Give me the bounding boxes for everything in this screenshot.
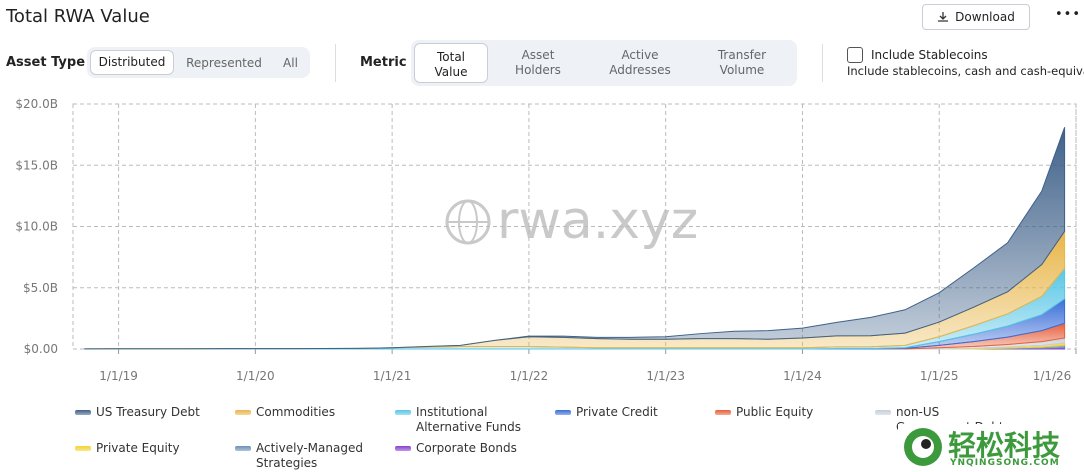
legend-swatch — [395, 410, 411, 415]
watermark-logo — [445, 199, 491, 245]
legend-item[interactable]: Private Credit — [555, 405, 690, 420]
metric-control: Total Value Asset Holders Active Address… — [411, 40, 797, 86]
menu-button[interactable]: ••• — [1055, 7, 1082, 22]
download-button[interactable]: Download — [922, 4, 1030, 30]
legend-label: Private Credit — [576, 405, 658, 419]
asset-type-option[interactable]: All — [283, 55, 298, 70]
metric-option[interactable]: Asset Holders — [515, 48, 561, 77]
legend-label: Public Equity — [736, 405, 814, 419]
legend-swatch — [395, 446, 411, 451]
legend-label: Private Equity — [96, 441, 180, 455]
x-tick-label: 1/1/22 — [510, 369, 549, 383]
asset-type-control: Distributed Represented All — [87, 47, 310, 78]
legend-item[interactable]: Private Equity — [75, 441, 210, 456]
legend-label: Actively-Managed Strategies — [256, 441, 363, 470]
legend-swatch — [555, 410, 571, 415]
legend-swatch — [875, 410, 891, 415]
legend-item[interactable]: Commodities — [235, 405, 370, 420]
title: Total RWA Value — [6, 6, 150, 27]
x-tick-label: 1/1/19 — [99, 369, 138, 383]
x-tick-label: 1/1/26 — [1033, 369, 1072, 383]
download-label: Download — [955, 10, 1015, 24]
stablecoins-note: Include stablecoins, cash and cash-equiv… — [847, 64, 1084, 78]
legend-label: Institutional Alternative Funds — [416, 405, 521, 434]
site: YNQINGSONG.COM — [950, 458, 1060, 468]
legend-swatch — [75, 410, 91, 415]
legend-swatch — [75, 446, 91, 451]
divider — [335, 44, 336, 82]
legend-item[interactable]: Corporate Bonds — [395, 441, 530, 456]
legend-label: Corporate Bonds — [416, 441, 517, 455]
asset-type-label: Asset Type — [6, 55, 86, 70]
stablecoins-label: Include Stablecoins — [871, 48, 988, 62]
legend-swatch — [235, 410, 251, 415]
x-tick-label: 1/1/24 — [783, 369, 822, 383]
legend-swatch — [715, 410, 731, 415]
areas — [83, 127, 1066, 350]
metric-label: Metric — [360, 55, 407, 70]
site-logo — [904, 428, 942, 466]
metric-option[interactable]: Total Value — [414, 43, 488, 83]
x-tick-label: 1/1/23 — [646, 369, 685, 383]
y-tick-label: $10.0B — [15, 220, 58, 234]
legend-item[interactable]: Public Equity — [715, 405, 850, 420]
site-watermark: 轻松科技 YNQINGSONG.COM — [898, 424, 1084, 471]
y-tick-label: $15.0B — [15, 158, 58, 172]
legend-item[interactable]: Institutional Alternative Funds — [395, 405, 530, 435]
metric-option[interactable]: Active Addresses — [609, 48, 671, 77]
asset-type-option[interactable]: Represented — [186, 55, 262, 70]
y-tick-label: $0.00 — [24, 342, 58, 356]
legend-label: Commodities — [256, 405, 336, 419]
x-tick-label: 1/1/20 — [236, 369, 275, 383]
download-icon — [938, 12, 949, 22]
watermark: rwa.xyz — [497, 191, 698, 251]
asset-type-option[interactable]: Distributed — [90, 50, 174, 75]
x-tick-label: 1/1/21 — [373, 369, 412, 383]
legend-label: US Treasury Debt — [96, 405, 200, 419]
chart: rwa.xyz $0.00 $5.0B $10.0B $15.0B $20.0B 1/1/… — [15, 97, 1077, 383]
legend-item[interactable]: Actively-Managed Strategies — [235, 441, 370, 471]
divider — [822, 44, 823, 82]
y-tick-label: $5.0B — [23, 281, 58, 295]
metric-option[interactable]: Transfer Volume — [717, 48, 767, 77]
x-tick-label: 1/1/25 — [920, 369, 959, 383]
stablecoins-checkbox[interactable] — [847, 47, 863, 63]
legend-item[interactable]: US Treasury Debt — [75, 405, 210, 420]
legend-swatch — [235, 446, 251, 451]
brand: 轻松科技 — [948, 429, 1061, 462]
y-tick-label: $20.0B — [15, 97, 58, 111]
area — [84, 127, 1066, 350]
